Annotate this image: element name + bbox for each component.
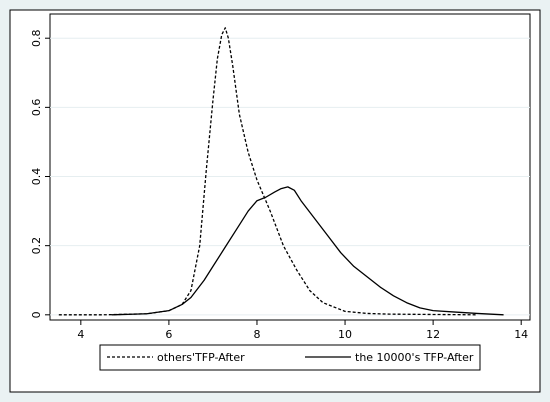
x-tick-label-0: 4 bbox=[77, 328, 84, 341]
legend-label-top10000: the 10000's TFP-After bbox=[355, 351, 474, 364]
legend-label-others: others'TFP-After bbox=[157, 351, 245, 364]
series-line-top10000 bbox=[111, 186, 504, 316]
y-tick-label-0: 0 bbox=[30, 311, 43, 318]
x-tick-label-5: 14 bbox=[514, 328, 528, 341]
series-lines bbox=[58, 27, 504, 316]
x-tick-label-1: 6 bbox=[165, 328, 172, 341]
plot-area bbox=[49, 13, 531, 321]
legend-box bbox=[99, 344, 481, 371]
x-tick-label-3: 10 bbox=[338, 328, 352, 341]
y-axis: 0 0.2 0.4 0.6 0.8 bbox=[30, 29, 50, 318]
y-tick-label-3: 0.6 bbox=[30, 99, 43, 117]
x-tick-label-4: 12 bbox=[426, 328, 440, 341]
legend: others'TFP-After the 10000's TFP-After bbox=[99, 344, 481, 371]
x-tick-label-2: 8 bbox=[253, 328, 260, 341]
y-tick-label-4: 0.8 bbox=[30, 29, 43, 47]
y-tick-label-2: 0.4 bbox=[30, 168, 43, 186]
x-axis: 4 6 8 10 12 14 bbox=[77, 320, 528, 341]
series-line-others bbox=[58, 27, 478, 316]
y-tick-label-1: 0.2 bbox=[30, 237, 43, 255]
